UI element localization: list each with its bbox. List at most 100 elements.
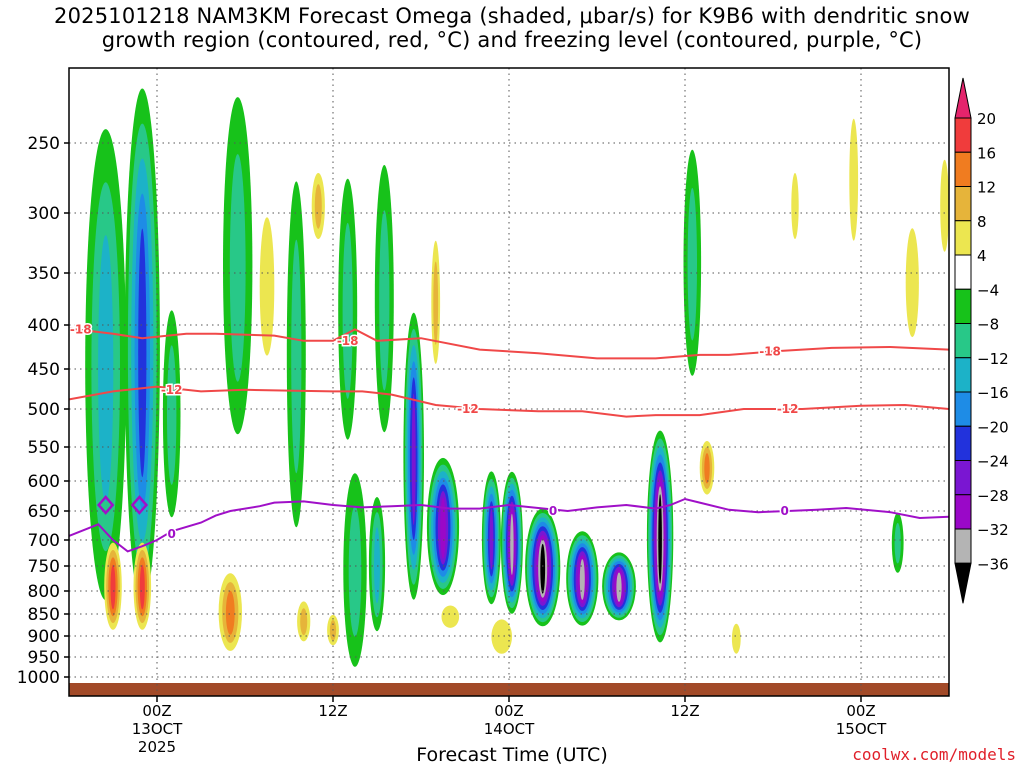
x-tick-year: 2025: [138, 738, 176, 756]
y-tick-label: 500: [28, 400, 60, 420]
omega-sinking-contour: [491, 619, 512, 654]
colorbar-label: 8: [977, 213, 987, 231]
contour-label: 0: [549, 504, 557, 518]
colorbar-label: −4: [977, 281, 999, 299]
grid-lines: [69, 68, 949, 696]
omega-rising-contour: [342, 222, 353, 399]
colorbar-label: 12: [977, 179, 996, 197]
colorbar-label: −24: [977, 453, 1009, 471]
y-tick-label: 1000: [17, 668, 60, 688]
y-tick-label: 550: [28, 438, 60, 458]
omega-rising-contour: [348, 506, 362, 637]
omega-sinking-contour: [905, 228, 919, 338]
omega-rising-contour: [489, 508, 494, 570]
omega-rising-contour: [658, 494, 662, 584]
x-tick-date: 13OCT: [132, 720, 183, 738]
y-tick-label: 250: [28, 134, 60, 154]
omega-sinking-contour: [110, 564, 116, 610]
contour-label: 0: [781, 504, 789, 518]
y-tick-label: 350: [28, 264, 60, 284]
colorbar-swatch: [954, 254, 972, 290]
freezing-level-closed-contour: [97, 495, 115, 515]
omega-sinking-contour: [259, 217, 275, 356]
x-tick-label: 12Z: [670, 702, 699, 720]
colorbar-label: −32: [977, 521, 1009, 539]
omega-rising-contour: [540, 543, 546, 594]
colorbar-swatch: [954, 117, 972, 153]
y-tick-label: 600: [28, 472, 60, 492]
omega-rising-contour: [687, 187, 697, 341]
chart-title: 2025101218 NAM3KM Forecast Omega (shaded…: [0, 4, 1024, 52]
contour-line: [69, 327, 949, 360]
omega-rising-contour: [167, 345, 177, 485]
y-tick-label: 800: [28, 582, 60, 602]
y-axis-pressure: 250 300 350 400 450 500 550 600 650 700 750 800 850 9…: [17, 134, 69, 688]
chart-title-line1: 2025101218 NAM3KM Forecast Omega (shaded…: [54, 4, 970, 28]
omega-rising-contour: [98, 235, 114, 503]
colorbar-swatch: [954, 323, 972, 359]
omega-sinking-contour: [940, 159, 949, 252]
colorbar-bottom-arrow: [954, 562, 972, 604]
colorbar-label: −16: [977, 384, 1009, 402]
y-tick-label: 950: [28, 648, 60, 668]
x-tick-date: 14OCT: [484, 720, 535, 738]
omega-rising-contour: [894, 522, 901, 564]
omega-sinking-contour: [441, 605, 460, 628]
omega-rising-contour: [229, 154, 246, 382]
colorbar-swatch: [954, 288, 972, 324]
colorbar-top-arrow: [954, 77, 972, 119]
freezing-level-closed-contour: [130, 495, 149, 515]
omega-sinking-contour: [704, 453, 710, 484]
colorbar-label: −20: [977, 418, 1009, 436]
y-tick-label: 750: [28, 557, 60, 577]
x-tick-label: 00Z: [494, 702, 523, 720]
colorbar-label: 4: [977, 247, 987, 265]
omega-rising-contour: [374, 527, 380, 604]
contour-label: -12: [457, 402, 479, 416]
colorbar-swatch: [954, 494, 972, 530]
contour-label: -12: [161, 383, 183, 397]
omega-sinking-contour: [433, 261, 439, 345]
y-tick-label: 700: [28, 531, 60, 551]
contour-label: -18: [70, 322, 92, 336]
omega-rising-contour: [510, 513, 514, 575]
y-tick-label: 850: [28, 605, 60, 625]
colorbar-swatch: [954, 186, 972, 222]
omega-rising-contour: [579, 559, 585, 600]
contour-line: [69, 497, 949, 553]
contour-label: -12: [777, 402, 799, 416]
colorbar-swatch: [954, 151, 972, 187]
omega-shaded-field: [85, 88, 949, 667]
contour-label: -18: [759, 344, 781, 358]
y-tick-label: 650: [28, 502, 60, 522]
contour-line: [69, 385, 949, 418]
colorbar-swatch: [954, 357, 972, 393]
omega-rising-contour: [616, 572, 622, 602]
credit-text: coolwx.com/models: [852, 745, 1016, 764]
contour-label: -18: [337, 334, 359, 348]
colorbar-label: −12: [977, 350, 1009, 368]
x-tick-label: 00Z: [846, 702, 875, 720]
colorbar-label: −8: [977, 316, 999, 334]
x-tick-date: 15OCT: [836, 720, 887, 738]
colorbar-swatch: [954, 425, 972, 461]
x-tick-label: 12Z: [318, 702, 347, 720]
omega-rising-contour: [440, 497, 446, 559]
x-tick-label: 00Z: [142, 702, 171, 720]
y-tick-label: 300: [28, 204, 60, 224]
omega-sinking-contour: [300, 608, 308, 636]
y-tick-label: 400: [28, 316, 60, 336]
contour-label: 0: [167, 527, 175, 541]
colorbar-swatch: [954, 528, 972, 564]
omega-sinking-contour: [791, 173, 799, 239]
omega-sinking-contour: [314, 184, 322, 229]
colorbar-swatch: [954, 220, 972, 256]
omega-sinking-contour: [139, 564, 145, 610]
temperature-contours: [69, 327, 949, 553]
colorbar-swatch: [954, 391, 972, 427]
chart-title-line2: growth region (contoured, red, °C) and f…: [101, 28, 923, 52]
y-tick-label: 450: [28, 360, 60, 380]
omega-sinking-contour: [849, 118, 859, 241]
omega-sinking-contour: [731, 623, 741, 654]
